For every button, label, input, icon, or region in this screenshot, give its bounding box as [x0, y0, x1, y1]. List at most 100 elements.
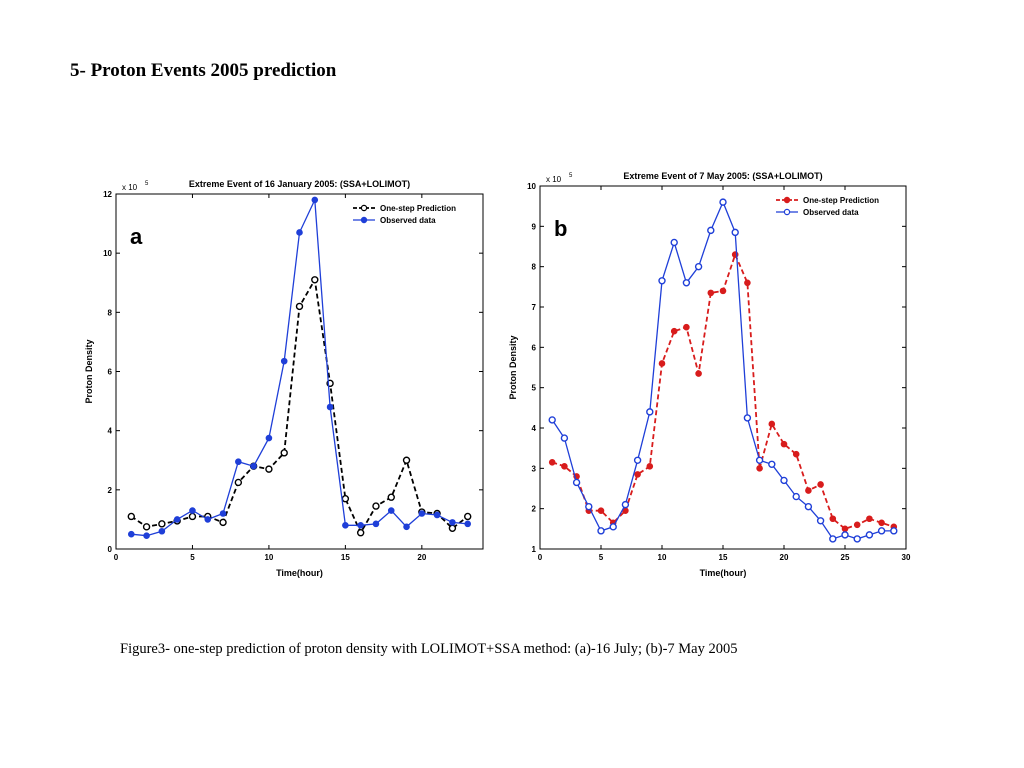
data-point [204, 516, 212, 523]
data-point [755, 456, 764, 464]
figure-caption: Figure3- one-step prediction of proton d… [120, 641, 738, 657]
data-point [265, 434, 273, 442]
data-point [280, 357, 288, 365]
data-point [548, 416, 556, 424]
data-point [792, 450, 800, 458]
data-point [433, 511, 441, 519]
data-point [173, 516, 181, 523]
data-point [878, 519, 885, 527]
x-tick-label: 10 [658, 553, 667, 562]
x-tick-label: 15 [719, 553, 728, 562]
data-point [841, 531, 849, 539]
chart-b: Extreme Event of 7 May 2005: (SSA+LOLIMO… [508, 171, 911, 578]
legend-marker [783, 208, 791, 216]
data-point [731, 228, 739, 237]
data-point [805, 487, 812, 494]
legend-label: One-step Prediction [803, 196, 879, 205]
data-point [804, 502, 813, 511]
data-point [418, 510, 426, 517]
data-point [780, 476, 788, 485]
data-point [448, 524, 457, 532]
data-point [250, 462, 257, 470]
data-point [877, 527, 886, 535]
data-point [548, 458, 556, 466]
data-point [817, 481, 824, 488]
data-point [621, 500, 630, 509]
panel-label: b [554, 216, 567, 241]
chart-title: Extreme Event of 16 January 2005: (SSA+L… [189, 179, 410, 189]
data-point [403, 523, 410, 531]
data-point [311, 196, 319, 204]
data-point [707, 226, 715, 235]
y-tick-label: 6 [108, 368, 113, 377]
data-point [670, 327, 678, 335]
y-tick-label: 3 [532, 464, 537, 473]
series-line [130, 277, 469, 535]
y-tick-label: 2 [532, 505, 537, 514]
x-tick-label: 25 [841, 553, 850, 562]
data-point [402, 456, 411, 464]
data-point [235, 458, 242, 466]
data-point [311, 276, 319, 284]
series-2 [127, 196, 472, 539]
data-point [744, 279, 751, 287]
x-tick-label: 0 [538, 553, 543, 562]
data-point [464, 520, 472, 528]
data-point [219, 510, 227, 517]
x-tick-label: 5 [190, 553, 195, 562]
y-exponent: 5 [569, 173, 573, 179]
y-axis-label: Proton Density [84, 339, 94, 403]
data-point [572, 478, 581, 487]
y-tick-label: 2 [108, 486, 113, 495]
data-point [768, 460, 776, 468]
data-point [719, 287, 727, 295]
data-point [816, 517, 825, 525]
y-tick-label: 1 [532, 545, 537, 554]
data-point [280, 449, 288, 457]
y-exponent: 5 [145, 181, 149, 187]
series-line [551, 252, 895, 530]
plot-frame [115, 193, 484, 550]
data-point [670, 238, 678, 247]
panel-label: a [130, 224, 143, 249]
x-tick-label: 15 [341, 553, 350, 562]
x-tick-label: 10 [264, 553, 273, 562]
data-point [658, 277, 666, 285]
y-axis-label: Proton Density [508, 335, 518, 399]
y-multiplier: x 10 [122, 183, 138, 192]
data-point [646, 463, 654, 470]
y-tick-label: 4 [108, 427, 113, 436]
data-point [234, 478, 243, 487]
data-point [342, 522, 349, 529]
data-point [695, 370, 702, 377]
slide-title: 5- Proton Events 2005 prediction [70, 60, 337, 81]
data-point [143, 532, 150, 539]
data-point [188, 512, 197, 521]
y-tick-label: 10 [103, 249, 112, 258]
data-point [841, 525, 849, 533]
data-point [561, 463, 568, 470]
legend-marker [360, 216, 368, 224]
data-point [694, 262, 703, 271]
data-point [866, 515, 873, 523]
data-point [865, 531, 874, 539]
data-point [719, 198, 727, 206]
data-point [633, 456, 642, 464]
y-multiplier: x 10 [546, 175, 562, 184]
data-point [560, 434, 569, 442]
y-tick-label: 7 [532, 303, 537, 312]
data-point [464, 512, 472, 521]
data-point [682, 279, 691, 287]
y-tick-label: 6 [532, 343, 537, 352]
data-point [853, 535, 861, 543]
y-tick-label: 10 [527, 182, 536, 191]
x-tick-label: 5 [599, 553, 604, 562]
data-point [829, 515, 837, 523]
data-point [829, 535, 837, 543]
plot-frame [539, 185, 907, 550]
data-point [768, 420, 776, 428]
data-point [743, 414, 752, 422]
data-point [646, 408, 654, 416]
series-1 [127, 276, 472, 537]
x-tick-label: 0 [114, 553, 119, 562]
